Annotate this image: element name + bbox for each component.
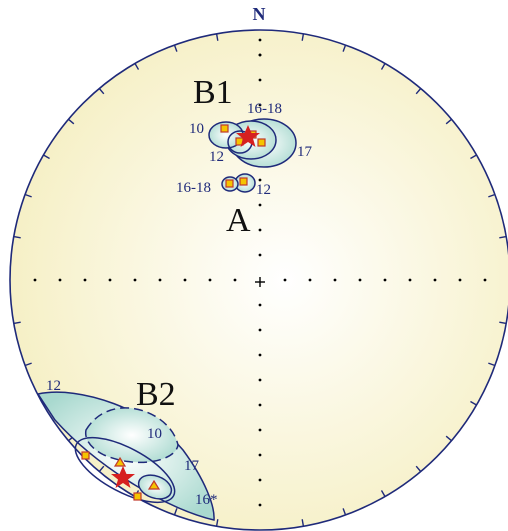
b1-site-label-17: 17 (297, 144, 313, 160)
b1-site-label-10: 10 (189, 121, 204, 137)
b2-ellipse-10 (84, 407, 179, 464)
perimeter-tick (445, 118, 452, 125)
grid-dot (258, 328, 262, 332)
grid-dot (408, 278, 412, 282)
perimeter-tick (499, 235, 507, 239)
perimeter-tick (380, 490, 386, 497)
b2-site-label-12: 12 (46, 378, 61, 394)
perimeter-tick (380, 63, 386, 70)
perimeter-tick (415, 88, 422, 95)
a-label: A (226, 202, 251, 239)
grid-dot (208, 278, 212, 282)
b1-site-10-square-marker (220, 124, 229, 133)
perimeter-tick (173, 508, 178, 516)
perimeter-tick (470, 400, 477, 406)
b2-site-label-17: 17 (184, 458, 200, 474)
b1-mean-star-icon (236, 125, 260, 147)
perimeter-tick (215, 519, 219, 527)
perimeter-tick (488, 362, 496, 367)
grid-dot (258, 478, 262, 482)
b1-site-17-square-marker (257, 138, 266, 147)
perimeter-tick (98, 465, 105, 472)
b1-site-label-16-18: 16-18 (247, 101, 282, 117)
a-group: A 16-18 12 (176, 173, 271, 239)
grid-dot (258, 378, 262, 382)
grid-dot (458, 278, 462, 282)
grid-dot (83, 278, 87, 282)
grid-dot (258, 428, 262, 432)
perimeter-tick (215, 33, 219, 41)
perimeter-tick (24, 362, 32, 367)
grid-dot (433, 278, 437, 282)
grid-dot (183, 278, 187, 282)
b2-group: B2 12 10 17 16* (36, 376, 218, 521)
b2-site-10-triangle-marker (113, 456, 127, 467)
primitive-circle (9, 29, 508, 531)
grid-dot (258, 303, 262, 307)
b2-site-17-triangle-marker (147, 479, 161, 490)
b2-site-label-10: 10 (147, 426, 162, 442)
b2-mean-star-icon (111, 466, 135, 488)
grid-dot (358, 278, 362, 282)
grid-dot (258, 203, 262, 207)
grid-dot (233, 278, 237, 282)
grid-dot (483, 278, 487, 282)
perimeter-tick (301, 33, 305, 41)
a-site-12-square-marker (239, 177, 248, 186)
b2-ellipse-big (74, 436, 176, 504)
perimeter-tick (470, 154, 477, 160)
grid-dot (383, 278, 387, 282)
grid-dot (58, 278, 62, 282)
b2-site-16-square-marker (133, 492, 142, 501)
a-site-16-18-square-marker (225, 179, 234, 188)
grid-dot (258, 53, 262, 57)
perimeter-tick (68, 118, 75, 125)
grid-dot (258, 503, 262, 507)
perimeter-tick (342, 508, 347, 516)
b1-site-label-12: 12 (209, 149, 224, 165)
grid-dot (258, 178, 262, 182)
perimeter-tick (13, 321, 21, 325)
perimeter-tick (445, 435, 452, 442)
a-site-label-16-18: 16-18 (176, 180, 211, 196)
perimeter-tick (43, 154, 50, 160)
grid-dot (258, 353, 262, 357)
grid-dot (33, 278, 37, 282)
perimeter-tick (415, 465, 422, 472)
grid-dot (333, 278, 337, 282)
perimeter-tick (173, 44, 178, 52)
a-site-label-12: 12 (256, 182, 271, 198)
grid-dot (258, 453, 262, 457)
grid-dot (258, 403, 262, 407)
perimeter-tick (342, 44, 347, 52)
perimeter-tick (488, 193, 496, 198)
b2-site-12-square-marker (81, 451, 90, 460)
perimeter-tick (98, 88, 105, 95)
perimeter-tick (134, 63, 140, 70)
grid-dot (283, 278, 287, 282)
perimeter-tick (13, 235, 21, 239)
perimeter-tick (301, 519, 305, 527)
grid-dot (108, 278, 112, 282)
north-label: N (253, 4, 266, 24)
grid-dot (308, 278, 312, 282)
grid-dot (258, 103, 262, 107)
grid-dot (258, 78, 262, 82)
b1-group: B1 10 16-18 12 17 (189, 74, 313, 168)
grid-dot (258, 253, 262, 257)
grid-dot (258, 228, 262, 232)
center-plus-icon (255, 277, 265, 287)
b2-site-label-16star: 16* (195, 492, 218, 508)
grid-dot (158, 278, 162, 282)
grid-dot (133, 278, 137, 282)
b2-label: B2 (136, 376, 176, 413)
perimeter-tick (24, 193, 32, 198)
grid-dot (258, 38, 262, 42)
perimeter-tick (499, 321, 507, 325)
b1-label: B1 (193, 74, 233, 111)
